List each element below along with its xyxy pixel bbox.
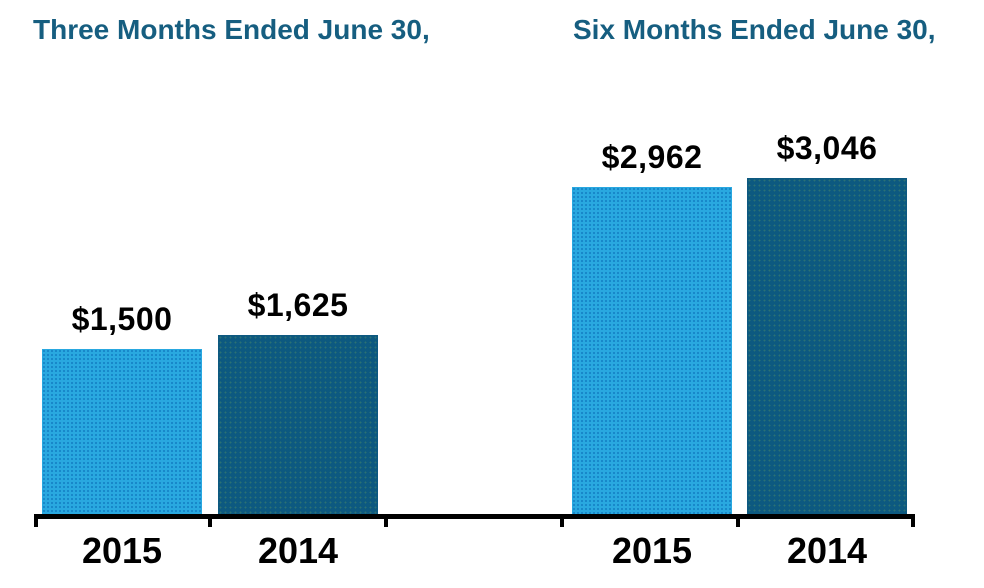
axis-tick <box>736 514 740 527</box>
bar-value-label: $1,625 <box>247 287 349 324</box>
bar-value-label: $3,046 <box>776 130 878 167</box>
axis-tick <box>384 514 388 527</box>
axis-tick <box>911 514 915 527</box>
bar-value-label: $1,500 <box>71 301 173 338</box>
axis-tick <box>208 514 212 527</box>
bar-three-months-2014 <box>218 335 378 515</box>
bar-column-three-months-2015: $1,500 <box>42 303 202 515</box>
x-axis-label-three-months-2015: 2015 <box>81 530 163 571</box>
axis-tick <box>34 514 38 527</box>
bar-column-six-months-2015: $2,962 <box>572 141 732 515</box>
bar-value-label: $2,962 <box>601 139 703 176</box>
left-panel-title: Three Months Ended June 30, <box>33 14 430 45</box>
bar-six-months-2014 <box>747 178 907 515</box>
bar-column-three-months-2014: $1,625 <box>218 289 378 515</box>
bar-six-months-2015 <box>572 187 732 515</box>
bar-three-months-2015 <box>42 349 202 515</box>
x-axis-label-six-months-2014: 2014 <box>786 530 868 571</box>
right-panel-title: Six Months Ended June 30, <box>573 14 936 45</box>
axis-tick <box>560 514 564 527</box>
x-axis-baseline <box>34 514 915 519</box>
bar-column-six-months-2014: $3,046 <box>747 132 907 515</box>
x-axis-label-six-months-2015: 2015 <box>611 530 693 571</box>
x-axis-label-three-months-2014: 2014 <box>257 530 339 571</box>
